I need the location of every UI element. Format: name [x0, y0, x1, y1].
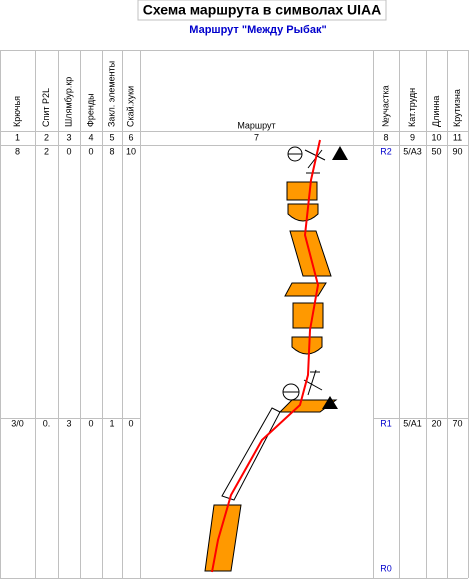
route-slab [221, 407, 281, 501]
cell: R2 [380, 146, 392, 156]
subtitle: Маршрут "Между Рыбак" [189, 24, 326, 36]
cell: 70 [452, 418, 462, 428]
cell: 10 [126, 146, 136, 156]
cell: 8 [109, 146, 114, 156]
column-number: 11 [453, 132, 462, 142]
route-line [211, 139, 321, 573]
column-header: Кат.трудн [407, 88, 417, 127]
cell: 3 [66, 418, 71, 428]
cell: 90 [452, 146, 462, 156]
route-section [291, 336, 323, 355]
piton-icon [332, 146, 348, 160]
column-header: №участка [380, 85, 390, 127]
column-number: 9 [410, 132, 415, 142]
cell: 0 [66, 146, 71, 156]
column-number: 5 [109, 132, 114, 142]
cell: 0 [88, 418, 93, 428]
column-number: 6 [128, 132, 133, 142]
route-section [204, 504, 242, 572]
route-section [292, 302, 324, 329]
column-number: 2 [44, 132, 49, 142]
cell: 1 [109, 418, 114, 428]
cell: 0 [88, 146, 93, 156]
cell: 50 [431, 146, 441, 156]
column-number: 7 [254, 132, 259, 142]
column-number: 4 [88, 132, 93, 142]
column-header: Шлямбур.кр [63, 77, 73, 127]
cell: 20 [431, 418, 441, 428]
route-section [284, 282, 327, 297]
column-header: Скай.хуки [125, 86, 135, 127]
column-number: 3 [66, 132, 71, 142]
column-header: Крутизна [452, 89, 462, 127]
cell: 2 [44, 146, 49, 156]
route-section [286, 181, 318, 201]
column-header: Спит P2L [41, 88, 51, 127]
cell: 0. [43, 418, 51, 428]
cell: R1 [380, 418, 392, 428]
column-number: 1 [15, 132, 20, 142]
footer-section: R0 [380, 563, 392, 573]
cell: 3/0 [11, 418, 24, 428]
column-number: 8 [383, 132, 388, 142]
cell: 8 [15, 146, 20, 156]
cell: 5/A3 [403, 146, 422, 156]
cell: 0 [128, 418, 133, 428]
cell: 5/A1 [403, 418, 422, 428]
column-header: Крючья [12, 96, 22, 127]
route-section [287, 203, 319, 222]
column-number: 10 [431, 132, 441, 142]
column-header: Длинна [431, 96, 441, 127]
title: Схема маршрута в символах UIAA [143, 2, 381, 18]
column-header: Френды [85, 93, 95, 127]
column-header: Маршрут [237, 120, 275, 130]
piton-icon [322, 396, 338, 409]
route-diagram [204, 139, 348, 573]
column-header: Закл. элементы [106, 61, 116, 127]
title-box [137, 0, 387, 21]
